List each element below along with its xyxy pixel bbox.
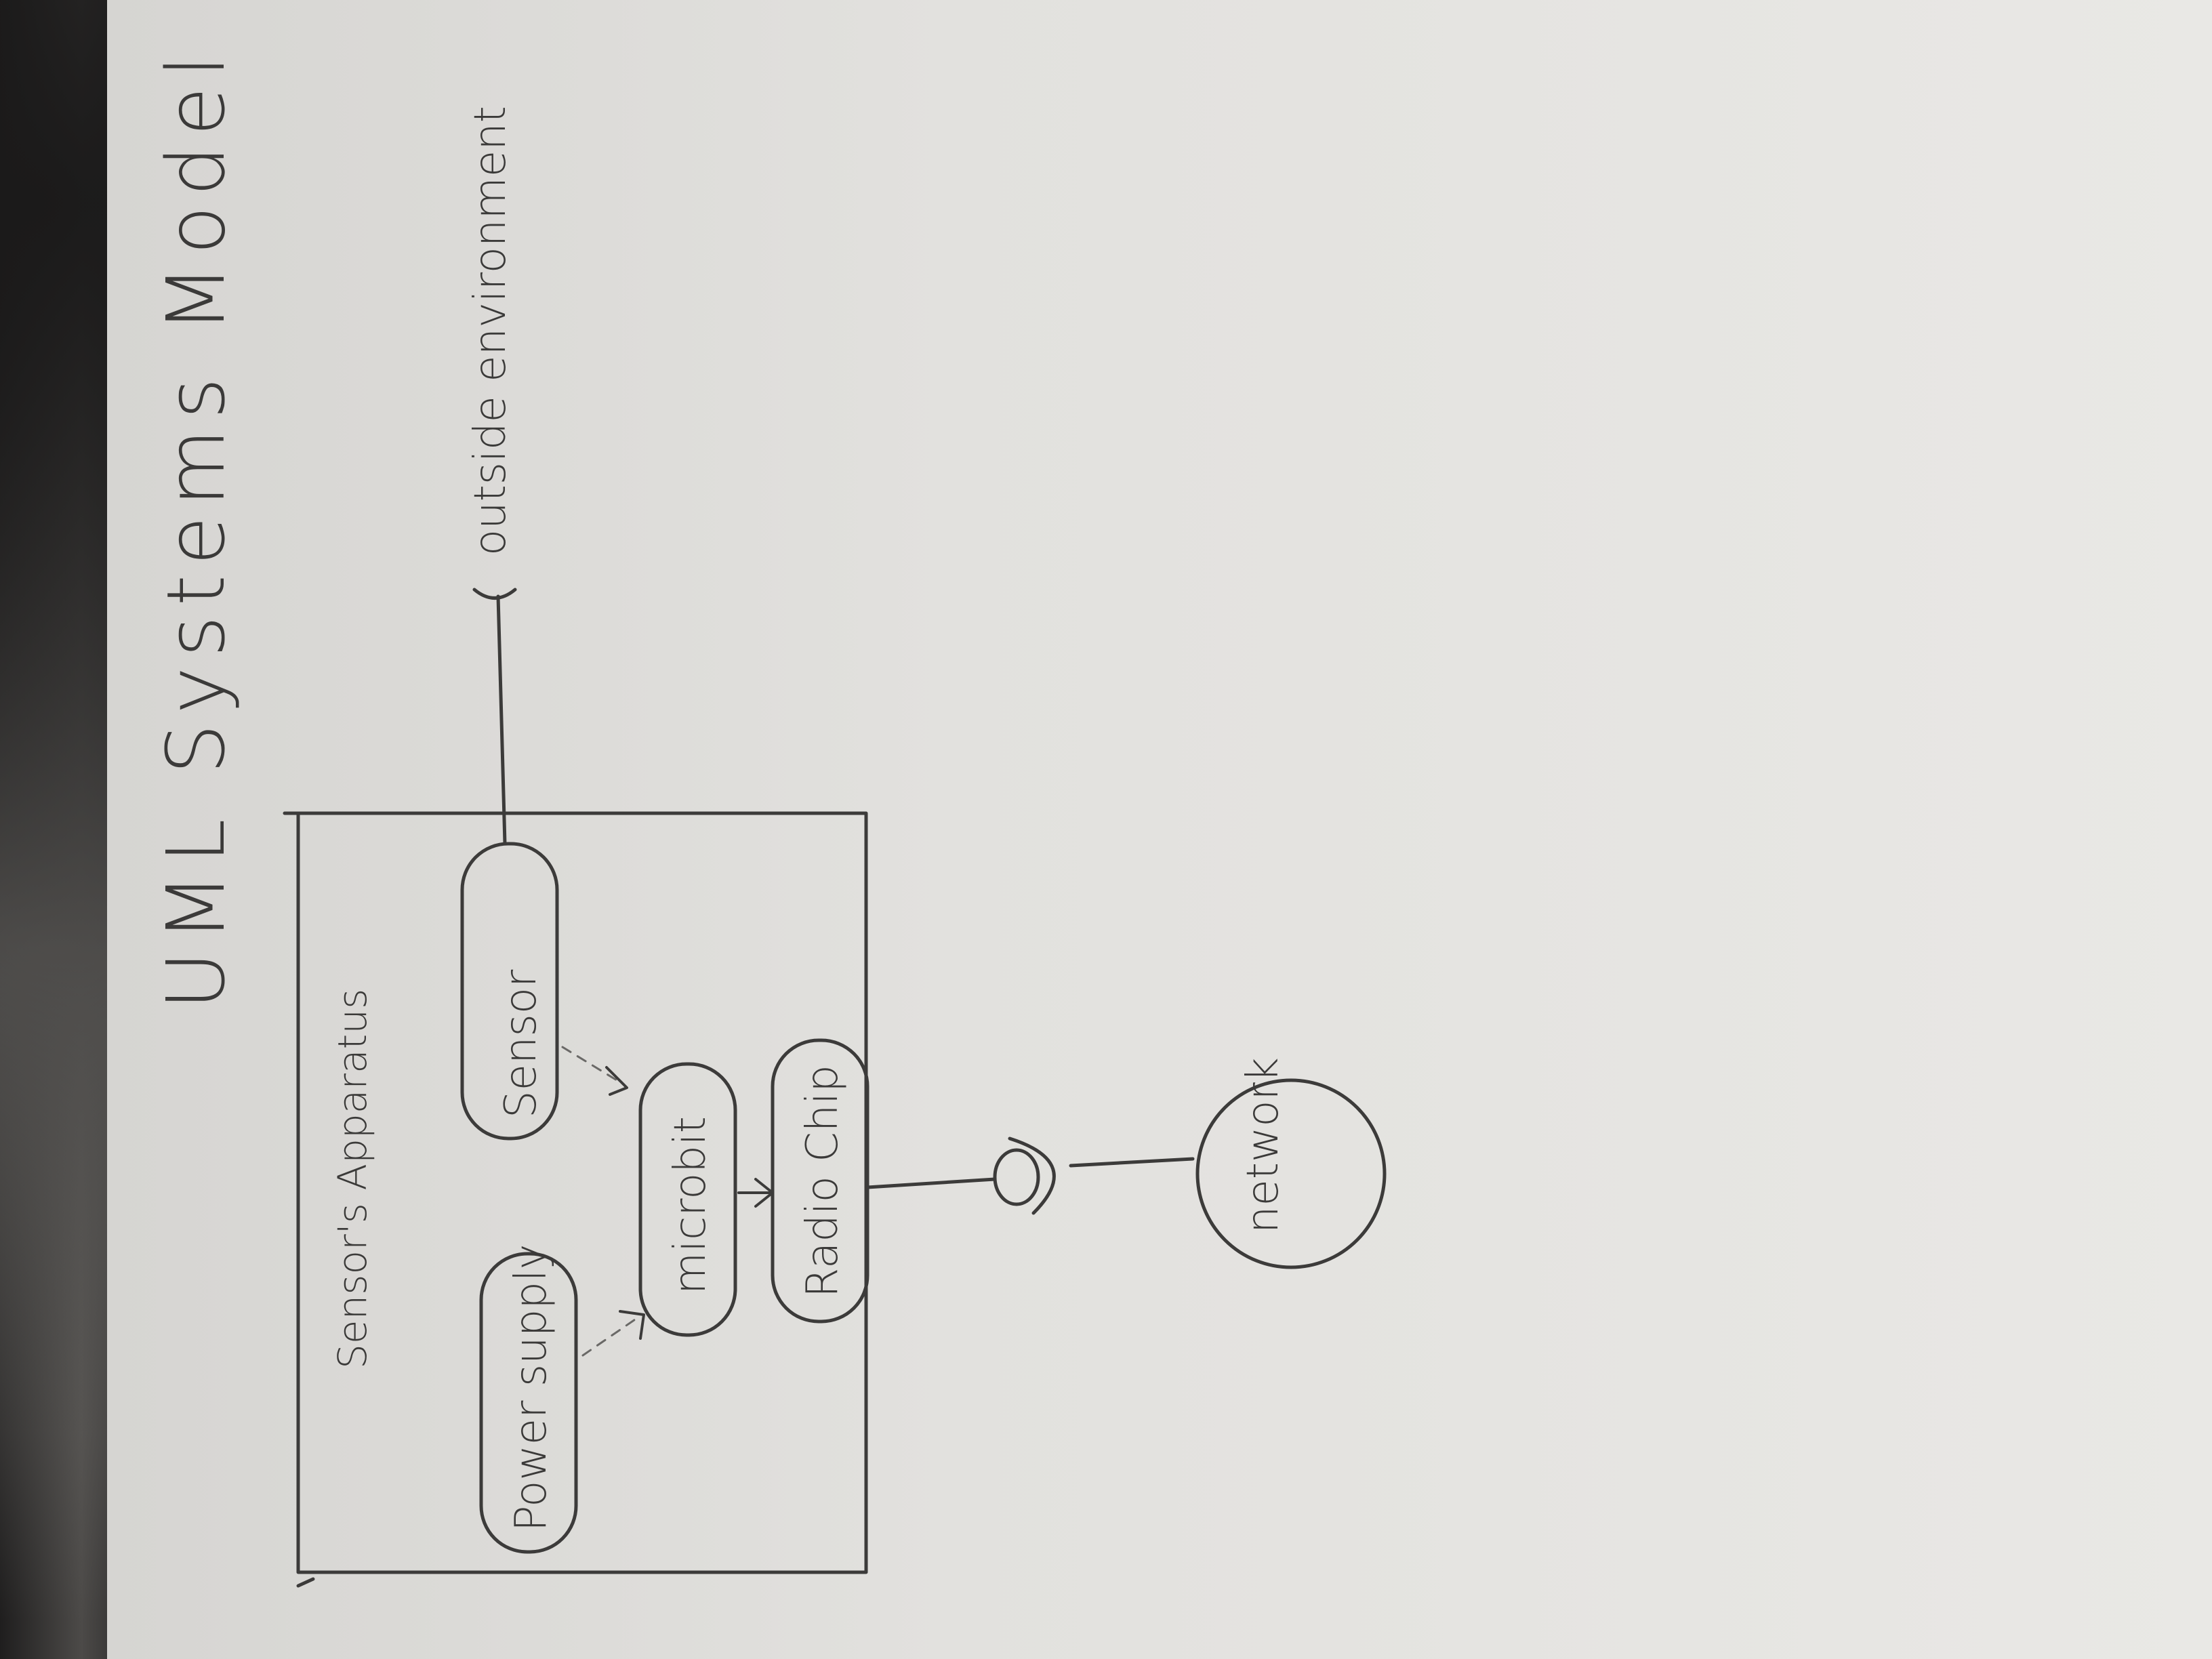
radio-chip-label: Radio Chip: [798, 1065, 848, 1298]
sensor-label: Sensor: [496, 969, 546, 1118]
sensor-component: Sensor: [460, 842, 559, 1141]
radio-interface-line: [865, 1177, 997, 1189]
radio-chip-component: Radio Chip: [771, 1038, 869, 1324]
boundary-tick-bottom: [296, 1577, 315, 1588]
sensor-interface-line: [496, 594, 507, 846]
required-interface-socket: [472, 588, 517, 600]
network-label: network: [1238, 1057, 1288, 1233]
power-supply-component: Power supply: [479, 1244, 578, 1554]
apparatus-boundary: [296, 811, 868, 1574]
outside-environment-label: outside environment: [466, 106, 516, 556]
microbit-label: microbit: [665, 1116, 716, 1294]
dependency-power-to-microbit: [581, 1310, 645, 1357]
power-supply-label: Power supply: [506, 1244, 556, 1532]
network-link-line: [1069, 1157, 1195, 1168]
network-node: [1195, 1078, 1387, 1269]
dependency-microbit-to-radio: [737, 1178, 774, 1208]
microbit-component: microbit: [638, 1062, 737, 1337]
paper-sheet: [107, 0, 2212, 1659]
required-interface-socket-network: [1008, 1136, 1056, 1215]
diagram-title: UML Systems Model: [149, 45, 243, 1010]
provided-interface-ball: [993, 1148, 1040, 1206]
dependency-sensor-to-microbit: [561, 1046, 628, 1096]
apparatus-label: Sensor's Apparatus: [329, 989, 375, 1369]
